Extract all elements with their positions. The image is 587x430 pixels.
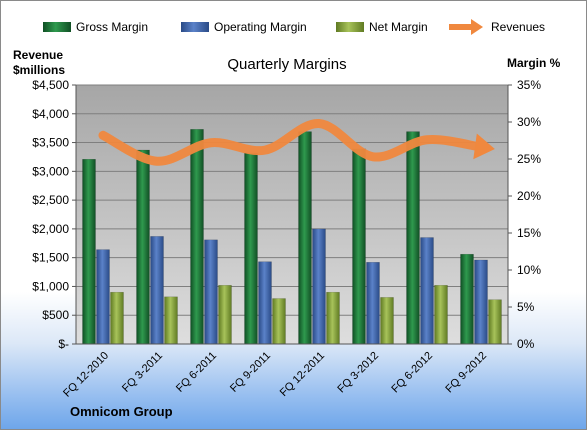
x-tick-label: FQ 6-2012: [389, 350, 435, 396]
bar-operating-margin: [258, 261, 272, 345]
legend-swatch-gross-margin: [43, 22, 71, 32]
right-tick-label: 20%: [517, 189, 541, 203]
bar-operating-margin: [204, 239, 218, 345]
left-tick-label: $1,500: [32, 251, 69, 265]
bar-gross-margin: [244, 152, 258, 345]
bar-net-margin: [164, 296, 178, 345]
company-name: Omnicom Group: [70, 404, 173, 419]
bar-net-margin: [380, 297, 394, 345]
bar-gross-margin: [460, 253, 474, 345]
right-tick-label: 35%: [517, 78, 541, 92]
legend-swatch-net-margin: [336, 22, 364, 32]
bar-operating-margin: [96, 249, 110, 345]
left-axis-title-line-2: $millions: [13, 63, 65, 77]
x-tick-label: FQ 9-2012: [443, 350, 489, 396]
right-tick-label: 25%: [517, 152, 541, 166]
left-axis-title: Revenue $millions: [13, 48, 66, 77]
x-tick-label: FQ 3-2012: [335, 350, 381, 396]
x-tick-label: FQ 12-2011: [278, 350, 327, 399]
left-tick-label: $2,500: [32, 193, 69, 207]
revenue-line: [98, 118, 486, 166]
x-tick-label: FQ 9-2011: [228, 350, 273, 395]
left-tick-label: $4,500: [32, 78, 69, 92]
legend-label: Net Margin: [369, 20, 428, 34]
left-tick-label: $-: [58, 337, 69, 351]
left-tick-label: $1,000: [32, 279, 69, 293]
bar-gross-margin: [352, 148, 366, 345]
bar-net-margin: [218, 285, 232, 345]
bar-operating-margin: [366, 262, 380, 345]
legend-label: Revenues: [491, 20, 545, 34]
x-tick-label: FQ 3-2011: [120, 350, 165, 395]
bar-operating-margin: [474, 259, 488, 345]
right-tick-label: 10%: [517, 263, 541, 277]
legend-arrow-icon: [471, 19, 483, 35]
bar-operating-margin: [420, 237, 434, 345]
legend-label: Operating Margin: [214, 20, 307, 34]
bar-net-margin: [272, 298, 286, 345]
chart-title: Quarterly Margins: [227, 56, 346, 73]
left-tick-label: $3,000: [32, 164, 69, 178]
left-tick-label: $500: [42, 308, 69, 322]
right-tick-label: 15%: [517, 226, 541, 240]
revenue-line-group: [98, 118, 495, 166]
bar-net-margin: [434, 285, 448, 345]
right-tick-label: 0%: [517, 337, 535, 351]
right-axis-title: Margin %: [507, 56, 561, 70]
bar-operating-margin: [150, 236, 164, 345]
bar-net-margin: [110, 291, 124, 345]
right-tick-label: 30%: [517, 115, 541, 129]
left-tick-label: $2,000: [32, 222, 69, 236]
left-tick-label: $4,000: [32, 107, 69, 121]
bar-gross-margin: [190, 129, 204, 345]
bar-gross-margin: [136, 149, 150, 345]
bar-net-margin: [326, 291, 340, 345]
bar-gross-margin: [406, 131, 420, 345]
revenue-arrowhead: [473, 133, 495, 160]
legend: Gross Margin Operating Margin Net Margin Re…: [43, 19, 545, 35]
left-tick-label: $3,500: [32, 136, 69, 150]
bar-gross-margin: [82, 158, 96, 345]
left-axis-title-line-1: Revenue: [13, 48, 63, 62]
bar-net-margin: [488, 299, 502, 345]
x-tick-label: FQ 12-2010: [61, 350, 111, 400]
bar-operating-margin: [312, 228, 326, 345]
bars-group: [82, 129, 502, 345]
bar-gross-margin: [298, 131, 312, 345]
legend-label: Gross Margin: [76, 20, 148, 34]
legend-swatch-operating-margin: [181, 22, 209, 32]
x-tick-label: FQ 6-2011: [174, 350, 219, 395]
right-tick-label: 5%: [517, 300, 535, 314]
